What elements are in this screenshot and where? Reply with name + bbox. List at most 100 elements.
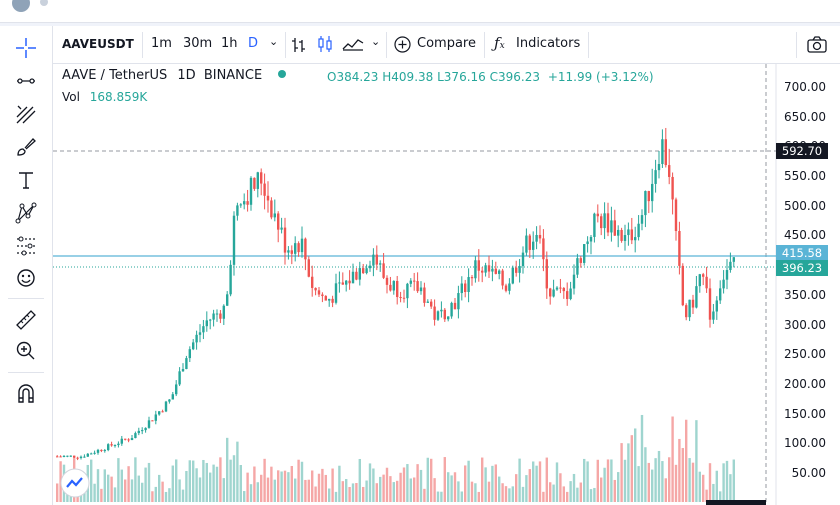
forecast-icon[interactable] bbox=[14, 234, 38, 258]
series-legend: AAVE / TetherUS 1D BINANCE bbox=[62, 68, 287, 83]
candle-body bbox=[147, 420, 151, 428]
volume-bar bbox=[702, 474, 705, 502]
volume-bar bbox=[708, 463, 712, 502]
volume-bar bbox=[651, 469, 654, 502]
candle-body bbox=[549, 288, 552, 297]
volume-bar bbox=[270, 466, 273, 502]
candles-chart-type-icon[interactable] bbox=[317, 35, 333, 53]
volume-bar bbox=[647, 462, 650, 502]
interval-d-button[interactable]: D bbox=[248, 36, 259, 51]
volume-bar bbox=[501, 483, 504, 502]
brush-icon[interactable] bbox=[14, 135, 38, 159]
bar-chart-type-icon[interactable] bbox=[291, 36, 307, 54]
candle-body bbox=[545, 259, 548, 289]
text-icon[interactable] bbox=[14, 168, 38, 192]
legend-exchange: BINANCE bbox=[203, 68, 263, 83]
camera-icon[interactable] bbox=[807, 36, 827, 53]
candle-body bbox=[324, 296, 327, 301]
volume-bar bbox=[321, 468, 324, 502]
interval-30m-button[interactable]: 30m bbox=[183, 36, 213, 51]
candle-body bbox=[705, 276, 708, 289]
symbol-search-button[interactable]: AAVEUSDT bbox=[62, 37, 134, 51]
candle-body bbox=[382, 263, 385, 278]
interval-1m-button[interactable]: 1m bbox=[151, 36, 172, 51]
pattern-icon[interactable] bbox=[14, 201, 38, 225]
volume-bar bbox=[640, 414, 644, 502]
candle-body bbox=[477, 260, 480, 271]
candle-body bbox=[447, 316, 450, 320]
volume-bar bbox=[294, 478, 297, 502]
candle-body bbox=[86, 453, 89, 457]
candle-body bbox=[107, 444, 110, 451]
candle-body bbox=[297, 243, 300, 253]
volume-bar bbox=[589, 489, 593, 502]
volume-bar bbox=[406, 464, 409, 502]
volume-bar bbox=[300, 461, 304, 502]
zoom-in-icon[interactable] bbox=[14, 339, 38, 363]
candle-body bbox=[569, 288, 572, 300]
candle-body bbox=[151, 420, 154, 422]
candle-body bbox=[355, 271, 358, 280]
crosshair-icon[interactable] bbox=[14, 36, 38, 60]
indicators-button[interactable]: Indicators bbox=[516, 36, 581, 51]
emoji-icon[interactable] bbox=[14, 266, 38, 290]
interval-dropdown-chevron-icon[interactable]: ⌄ bbox=[269, 35, 279, 48]
candle-body bbox=[212, 313, 215, 320]
volume-bar bbox=[151, 491, 154, 502]
candle-body bbox=[392, 280, 395, 291]
trendline-icon[interactable] bbox=[14, 69, 38, 93]
candle-body bbox=[603, 213, 606, 229]
volume-bar bbox=[192, 460, 195, 502]
candle-body bbox=[246, 201, 249, 205]
candle-body bbox=[413, 280, 416, 282]
candle-body bbox=[164, 401, 168, 412]
candle-body bbox=[712, 311, 715, 320]
candle-body bbox=[722, 279, 725, 289]
indicators-fx-icon[interactable]: ƒx bbox=[494, 34, 505, 52]
compare-button[interactable]: Compare bbox=[417, 36, 476, 51]
candle-body bbox=[331, 298, 334, 303]
candle-body bbox=[532, 241, 535, 250]
candle-body bbox=[117, 443, 120, 446]
candle-body bbox=[263, 183, 266, 196]
ruler-icon[interactable] bbox=[14, 308, 38, 332]
candle-body bbox=[154, 414, 157, 421]
candle-body bbox=[572, 274, 576, 289]
candle-body bbox=[362, 268, 365, 274]
candle-body bbox=[555, 287, 559, 290]
volume-bar bbox=[209, 472, 212, 502]
candle-body bbox=[450, 302, 453, 317]
candle-body bbox=[181, 369, 185, 372]
volume-label: Vol bbox=[62, 90, 80, 104]
volume-bar bbox=[436, 491, 440, 502]
candle-body bbox=[518, 266, 521, 273]
candle-body bbox=[698, 274, 701, 287]
volume-bar bbox=[443, 457, 446, 502]
volume-bar bbox=[113, 487, 117, 502]
candle-body bbox=[501, 270, 504, 286]
volume-bar bbox=[623, 459, 627, 502]
volume-bar bbox=[249, 484, 253, 502]
candle-body bbox=[198, 332, 202, 335]
candle-body bbox=[630, 229, 633, 241]
price-axis-tick: 350.00 bbox=[784, 287, 826, 302]
fib-icon[interactable] bbox=[14, 102, 38, 126]
chart-toolbar: AAVEUSDT 1m 30m 1h D ⌄ ⌄ Compare ƒx Indi… bbox=[0, 26, 840, 64]
candle-body bbox=[491, 268, 494, 272]
compare-plus-icon[interactable] bbox=[394, 36, 411, 53]
volume-bar bbox=[668, 457, 671, 502]
candle-body bbox=[73, 455, 76, 458]
magnet-icon[interactable] bbox=[14, 382, 38, 406]
interval-1h-button[interactable]: 1h bbox=[221, 36, 238, 51]
candle-body bbox=[385, 277, 389, 285]
candle-body bbox=[430, 301, 433, 307]
candle-body bbox=[562, 288, 565, 292]
candle-body bbox=[586, 241, 589, 245]
chart-pane[interactable] bbox=[53, 64, 840, 505]
area-chart-type-icon[interactable] bbox=[342, 37, 364, 51]
candle-body bbox=[681, 265, 684, 306]
chart-type-chevron-icon[interactable]: ⌄ bbox=[371, 35, 381, 48]
candle-body bbox=[719, 288, 722, 301]
volume-bar bbox=[657, 450, 661, 502]
